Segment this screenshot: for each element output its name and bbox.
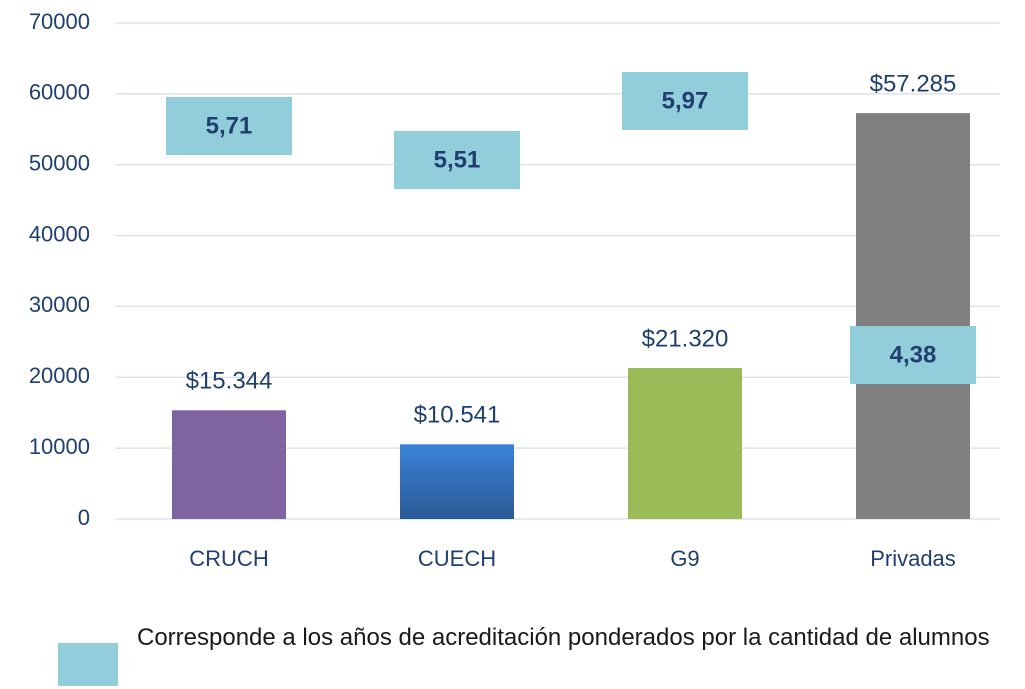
accreditation-label: 5,71 (206, 112, 253, 139)
x-tick-label: G9 (670, 546, 699, 571)
y-tick-label: 70000 (29, 9, 90, 34)
bar (172, 410, 286, 519)
y-tick-label: 20000 (29, 363, 90, 388)
value-label: $57.285 (870, 70, 957, 97)
y-tick-label: 0 (78, 505, 90, 530)
value-label: $10.541 (414, 402, 501, 429)
y-tick-label: 50000 (29, 151, 90, 176)
y-tick-label: 10000 (29, 434, 90, 459)
accreditation-label: 4,38 (890, 341, 937, 368)
y-tick-label: 60000 (29, 80, 90, 105)
accreditation-label: 5,51 (434, 146, 481, 173)
bar (856, 113, 970, 520)
legend-swatch (58, 643, 118, 686)
accreditation-box (394, 131, 520, 189)
x-tick-label: CRUCH (189, 546, 268, 571)
value-label: $15.344 (186, 368, 273, 395)
bar (628, 367, 742, 519)
x-tick-label: Privadas (870, 546, 956, 571)
bar (400, 444, 514, 519)
value-label: $21.320 (642, 325, 729, 352)
accreditation-label: 5,97 (662, 87, 709, 114)
accreditation-box (166, 97, 292, 155)
y-tick-label: 30000 (29, 292, 90, 317)
x-tick-label: CUECH (418, 546, 496, 571)
accreditation-box (622, 72, 748, 130)
y-tick-label: 40000 (29, 221, 90, 246)
legend-text: Corresponde a los años de acreditación p… (137, 624, 990, 651)
accreditation-box (850, 326, 976, 384)
